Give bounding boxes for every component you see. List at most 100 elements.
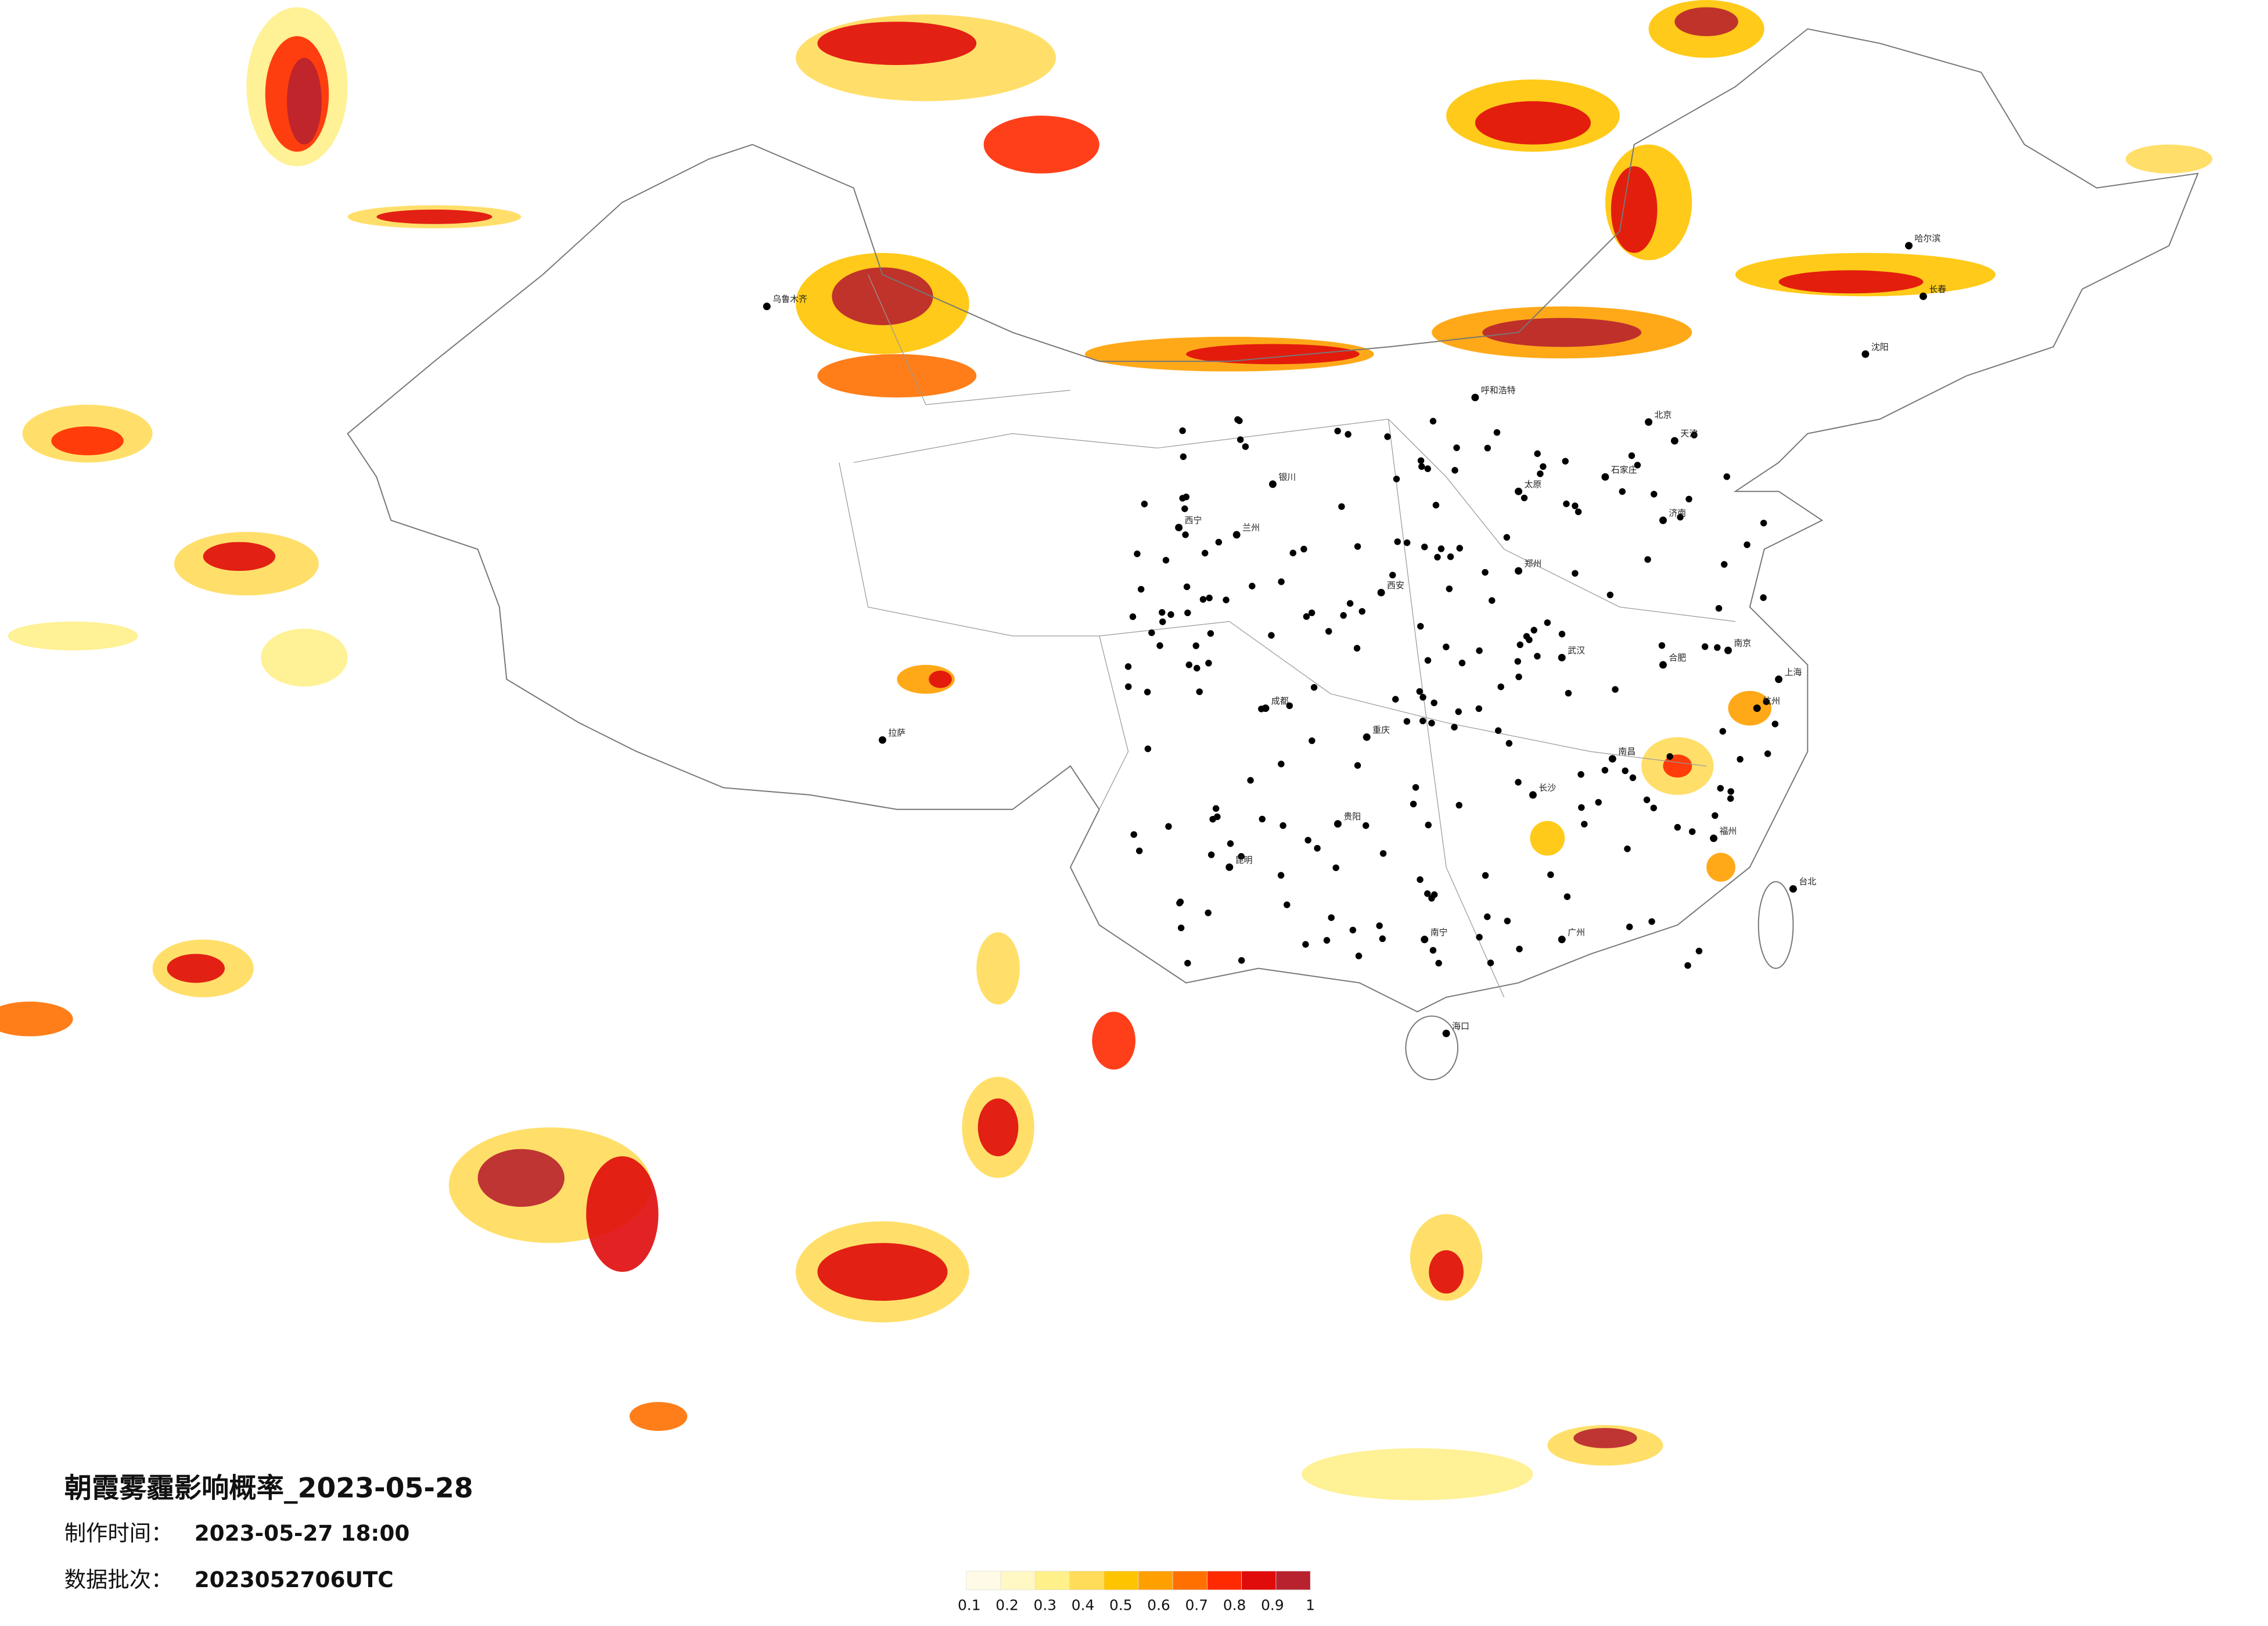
city-dot: [1279, 822, 1286, 829]
probability-patch: [287, 57, 322, 145]
probability-patch: [1573, 1428, 1637, 1448]
city-dot: [1432, 502, 1440, 509]
city-dot: [1181, 505, 1188, 512]
probability-patch: [376, 209, 493, 224]
city-dot: [1302, 941, 1309, 948]
probability-patch: [167, 954, 225, 983]
city-dot: [1760, 594, 1767, 601]
province-borders: [839, 274, 1735, 998]
probability-patch: [977, 1098, 1019, 1157]
legend-label: 0.4: [1072, 1597, 1095, 1614]
city-dot: [1412, 784, 1419, 791]
city-dot: [1505, 740, 1513, 747]
city-dot: [1419, 717, 1426, 725]
city-dot: [1393, 476, 1400, 483]
city-dot: [1418, 463, 1425, 470]
city-dot: [1377, 588, 1385, 596]
legend-swatch: [1104, 1571, 1139, 1591]
city-dot: [1125, 683, 1132, 690]
city-dot: [1289, 549, 1297, 556]
city-label: 长沙: [1539, 782, 1556, 793]
city-dot: [1417, 623, 1424, 630]
city-dot: [1530, 627, 1537, 634]
probability-patch: [1778, 270, 1924, 294]
city-dot: [1727, 795, 1734, 802]
city-dot: [1334, 820, 1342, 828]
probability-patch: [929, 670, 952, 688]
city-dot: [1225, 863, 1234, 871]
city-dot: [1514, 658, 1522, 665]
city-dot: [1577, 771, 1584, 778]
city-dot: [1451, 724, 1458, 731]
city-dot: [1192, 642, 1199, 649]
probability-patch: [1475, 101, 1591, 145]
city-dot: [1177, 924, 1185, 931]
city-dot: [1581, 821, 1588, 828]
city-label: 沈阳: [1871, 341, 1889, 352]
city-dot: [1238, 957, 1245, 964]
city-dot: [1207, 851, 1215, 858]
city-label: 重庆: [1372, 725, 1390, 735]
city-dot: [1475, 705, 1483, 713]
city-dot: [1482, 872, 1489, 879]
city-dot: [1349, 926, 1357, 934]
city-label: 天津: [1680, 429, 1698, 439]
probability-patch: [1611, 166, 1658, 253]
city-dot: [1771, 720, 1779, 728]
city-dot: [1650, 804, 1657, 812]
city-dot: [1424, 465, 1431, 472]
city-dot: [1523, 633, 1530, 640]
legend-label: 0.8: [1223, 1597, 1246, 1614]
city-label: 合肥: [1669, 652, 1686, 663]
city-dot: [1328, 914, 1335, 921]
city-label: 上海: [1785, 667, 1802, 677]
city-dot: [1417, 876, 1424, 883]
city-dot: [1159, 618, 1166, 625]
city-dot: [1601, 767, 1609, 774]
city-dot: [1403, 718, 1411, 725]
probability-patch: [1186, 344, 1360, 365]
city-dot: [1558, 653, 1566, 661]
city-dot: [1515, 779, 1522, 786]
city-label: 福州: [1720, 826, 1737, 836]
city-dot: [1710, 834, 1718, 843]
city-dot: [1268, 632, 1275, 639]
hainan-outline: [1405, 1015, 1459, 1081]
city-dot: [878, 736, 886, 744]
city-dot: [1238, 852, 1245, 860]
city-dot: [1458, 659, 1466, 667]
city-dot: [1515, 567, 1523, 575]
city-dot: [1629, 774, 1637, 781]
city-dot: [1144, 688, 1151, 696]
city-dot: [1421, 936, 1429, 944]
city-dot: [1456, 545, 1463, 552]
city-dot: [1176, 900, 1183, 906]
city-label: 南昌: [1618, 746, 1636, 757]
legend-swatch: [1275, 1571, 1311, 1591]
city-dot: [1354, 762, 1361, 769]
city-dot: [1601, 473, 1609, 481]
city-dot: [1194, 664, 1201, 672]
city-dots: [763, 242, 1927, 1038]
city-label: 武汉: [1568, 645, 1585, 656]
probability-patch: [817, 21, 977, 66]
city-label: 贵阳: [1343, 811, 1361, 822]
city-dot: [1547, 871, 1554, 878]
city-dot: [1540, 463, 1547, 470]
city-dot: [1424, 890, 1431, 897]
city-dot: [1223, 596, 1230, 603]
city-dot: [1446, 585, 1453, 592]
city-dot: [1410, 800, 1417, 808]
city-label: 拉萨: [888, 728, 905, 738]
city-dot: [1484, 913, 1491, 920]
city-dot: [1156, 642, 1163, 649]
city-dot: [1268, 480, 1277, 488]
city-dot: [1861, 350, 1870, 358]
city-dot: [1309, 737, 1315, 744]
legend-label: 0.1: [958, 1597, 981, 1614]
city-dot: [1515, 673, 1522, 681]
city-dot: [1622, 767, 1629, 775]
city-dot: [1764, 750, 1771, 757]
city-dot: [1628, 452, 1636, 459]
city-dot: [1572, 502, 1579, 509]
